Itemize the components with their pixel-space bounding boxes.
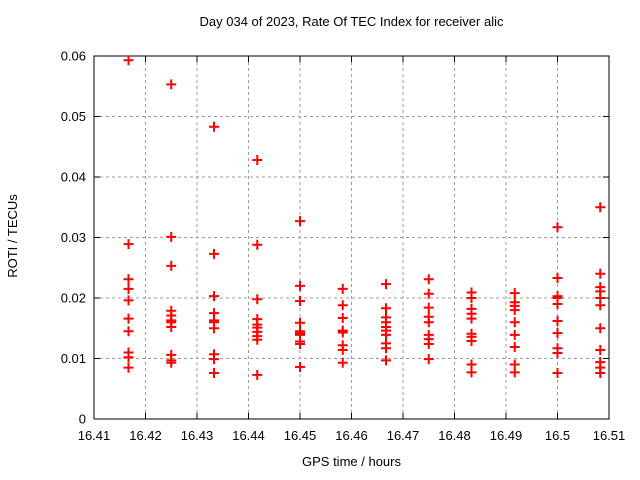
data-point-marker [208,121,219,132]
data-point-marker [423,354,434,365]
data-point-marker [208,291,219,302]
data-point-marker [295,338,305,349]
data-point-marker [552,299,563,310]
data-point-marker [552,348,563,359]
data-point-marker [337,327,348,338]
data-point-marker [595,345,606,356]
data-point-marker [123,239,134,250]
data-point-marker [123,352,134,363]
data-point-marker [295,317,305,328]
data-point-marker [552,273,563,284]
y-tick-label: 0.01 [61,351,86,366]
data-point-marker [166,231,177,242]
data-point-marker [466,367,477,378]
data-point-marker [381,343,392,354]
data-point-marker [252,334,263,345]
x-tick-label: 16.47 [387,428,420,443]
data-point-marker [509,317,520,328]
data-point-marker [509,367,520,378]
data-point-marker [166,79,177,90]
data-point-marker [295,216,305,227]
x-tick-label: 16.48 [438,428,471,443]
data-point-marker [208,323,219,334]
data-point-marker [381,303,392,314]
data-point-marker [123,326,134,337]
data-point-marker [509,305,520,316]
data-point-marker [123,283,134,294]
y-tick-label: 0.03 [61,230,86,245]
data-point-marker [123,362,134,373]
data-point-marker [595,368,606,379]
data-point-marker [123,295,134,306]
data-point-marker [423,302,434,313]
chart-title: Day 034 of 2023, Rate Of TEC Index for r… [199,14,504,29]
data-point-marker [466,293,477,303]
data-point-marker [509,288,520,299]
data-point-marker [337,312,348,323]
data-point-marker [123,55,134,66]
data-point-marker [123,274,134,285]
data-point-marker [208,248,219,259]
x-axis-title: GPS time / hours [302,454,401,469]
x-tick-label: 16.41 [78,428,111,443]
data-point-marker [252,294,263,305]
data-point-marker [337,357,348,368]
data-point-marker [466,335,477,346]
x-tick-label: 16.43 [181,428,214,443]
data-point-marker [166,357,177,368]
x-tick-label: 16.51 [593,428,626,443]
data-point-marker [295,296,305,307]
x-tick-label: 16.42 [129,428,162,443]
data-point-marker [423,274,434,285]
data-point-marker [423,338,434,349]
data-point-marker [552,368,563,379]
y-tick-label: 0.05 [61,109,86,124]
data-point-marker [208,354,219,365]
x-tick-label: 16.49 [490,428,523,443]
data-point-marker [595,202,606,213]
data-point-marker [166,260,177,271]
x-tick-label: 16.5 [545,428,570,443]
plot-border [93,55,610,420]
data-point-marker [381,355,392,366]
data-point-marker [252,369,263,380]
data-point-marker [509,329,520,340]
x-tick-label: 16.44 [232,428,265,443]
data-point-marker [423,317,434,328]
data-point-marker [552,315,563,326]
data-point-marker [337,345,348,356]
data-point-marker [381,329,392,340]
y-tick-label: 0.02 [61,291,86,306]
data-point-marker [595,268,606,279]
data-point-marker [123,313,134,324]
x-tick-label: 16.46 [335,428,368,443]
data-point-marker [423,288,434,299]
data-point-marker [552,222,563,233]
data-point-marker [337,283,348,294]
data-point-marker [252,239,263,250]
x-tick-label: 16.45 [284,428,317,443]
data-point-marker [208,368,219,379]
data-point-marker [509,342,520,353]
data-point-marker [552,328,563,339]
data-point-marker [466,313,477,324]
data-point-marker [166,322,177,333]
y-tick-label: 0 [79,412,86,427]
data-point-marker [295,361,305,372]
data-point-marker [252,155,263,166]
data-point-marker [595,323,606,334]
data-point-marker [595,300,606,311]
data-point-marker [381,279,392,290]
y-tick-label: 0.06 [61,49,86,64]
data-point-marker [295,280,305,291]
data-point-marker [337,300,348,311]
y-tick-label: 0.04 [61,170,86,185]
